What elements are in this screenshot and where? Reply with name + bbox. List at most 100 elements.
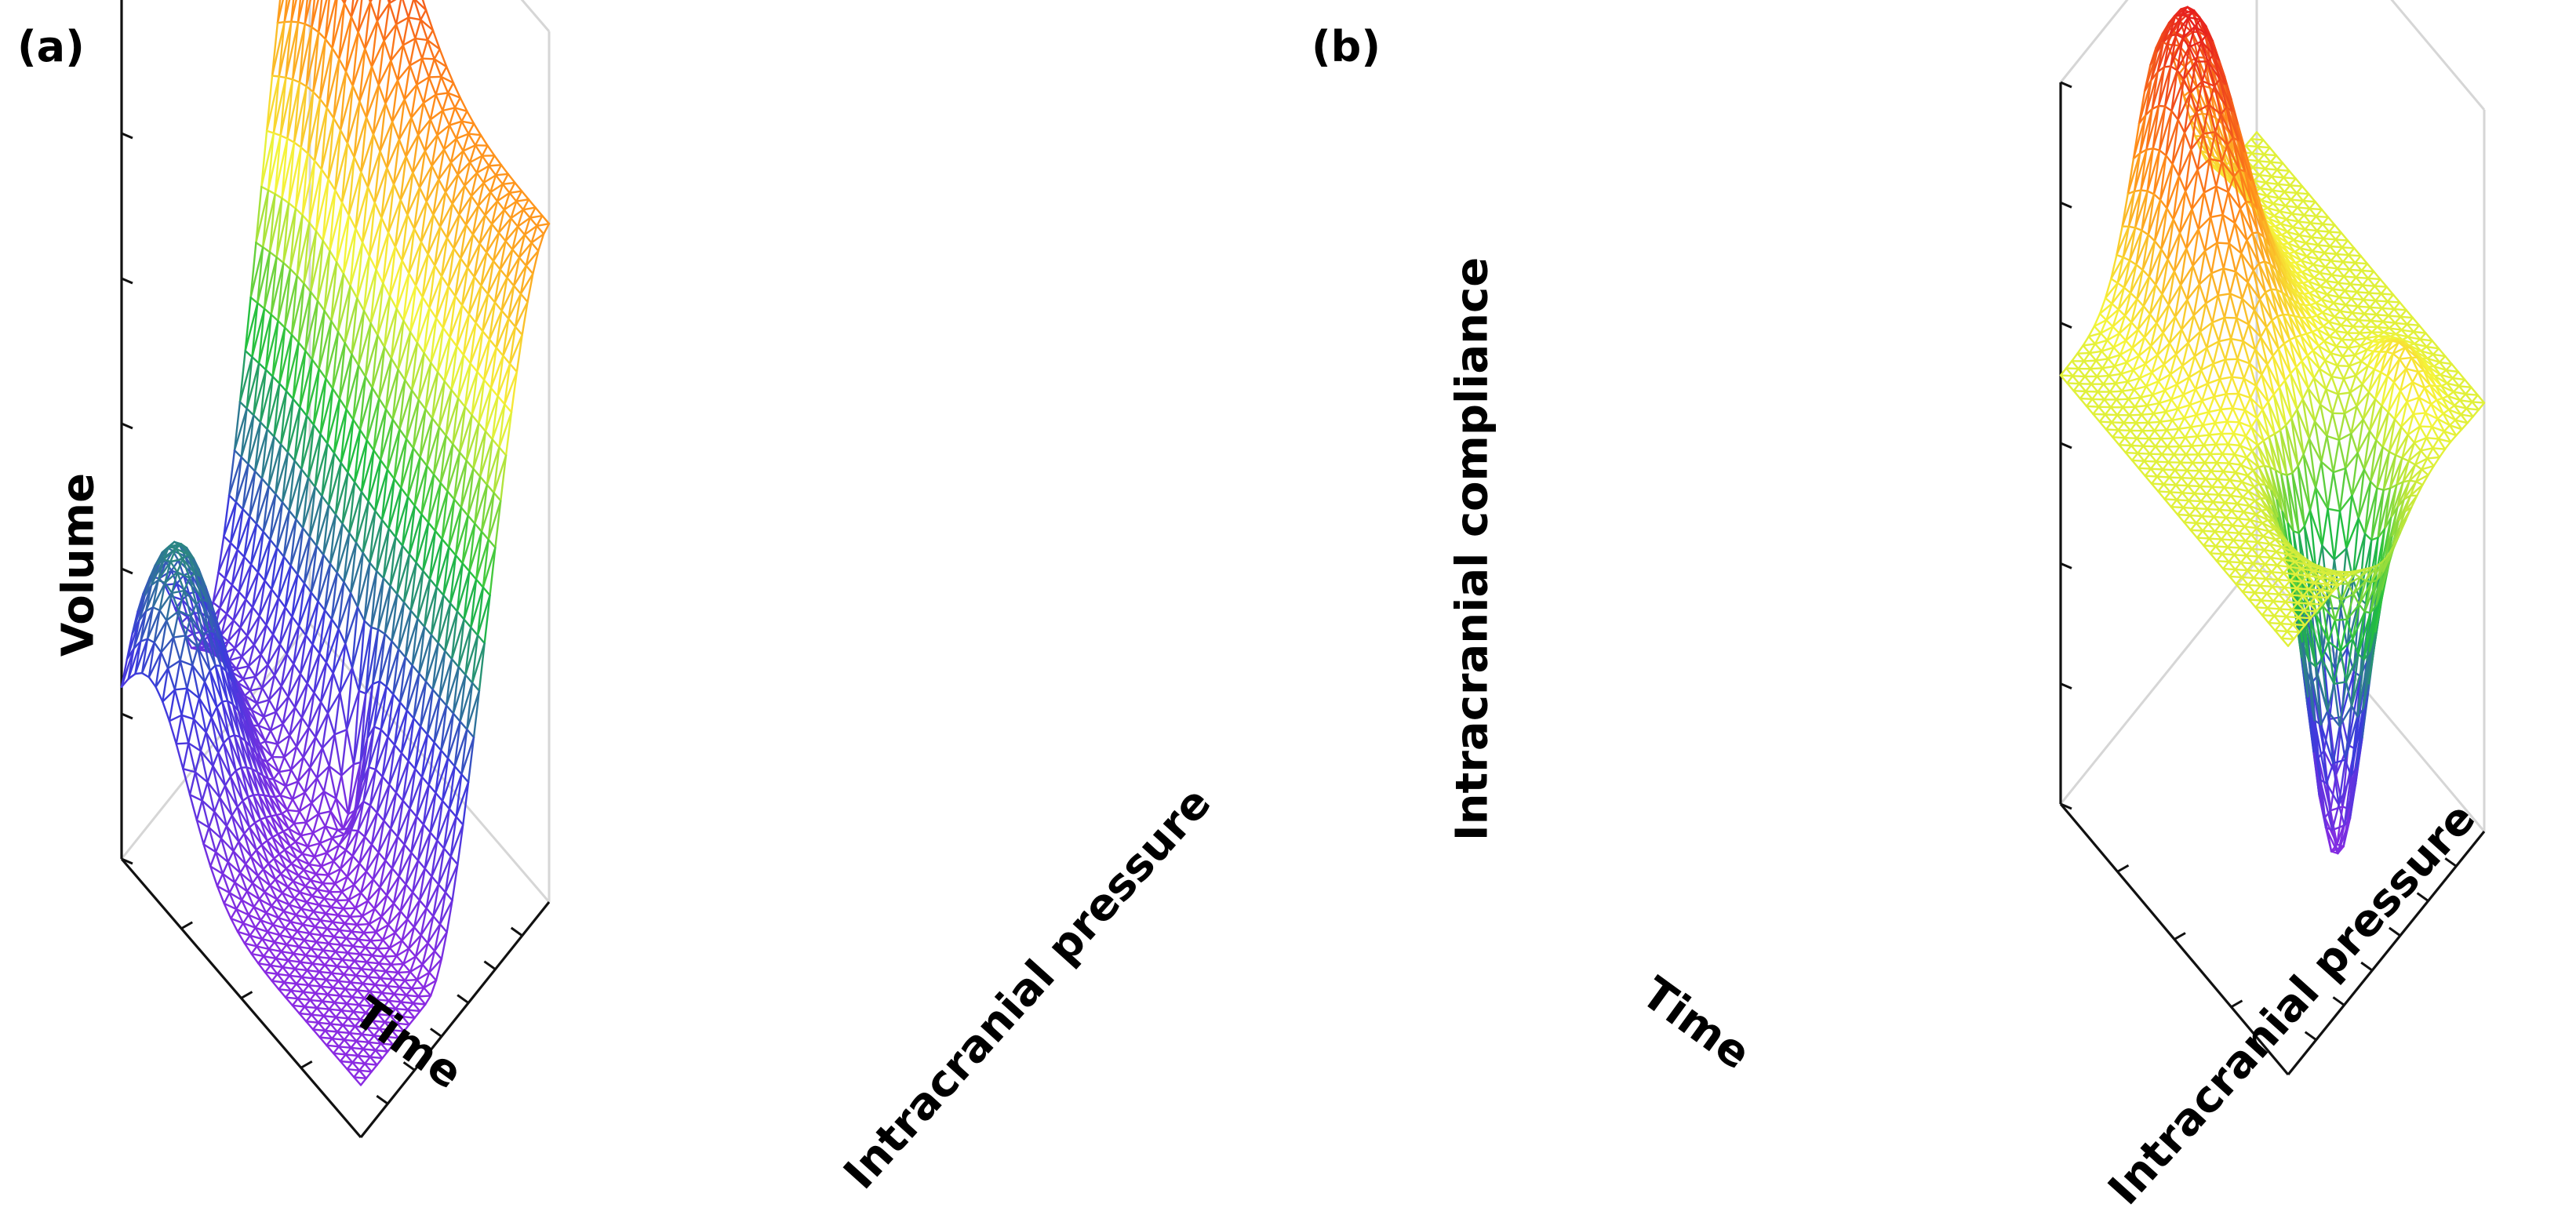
surface-mesh-segment bbox=[260, 422, 267, 429]
surface-mesh-segment bbox=[354, 1077, 366, 1079]
surface-mesh-segment bbox=[332, 838, 339, 846]
surface-mesh-segment bbox=[414, 229, 421, 242]
surface-mesh-segment bbox=[417, 59, 422, 85]
surface-mesh-segment bbox=[403, 321, 410, 332]
surface-mesh-segment bbox=[493, 261, 500, 270]
surface-mesh-segment bbox=[318, 301, 325, 311]
surface-mesh-segment bbox=[355, 482, 362, 492]
surface-mesh-segment bbox=[450, 603, 457, 611]
surface-mesh-segment bbox=[288, 453, 295, 461]
surface-mesh-segment bbox=[344, 900, 349, 908]
surface-mesh-segment bbox=[2291, 193, 2297, 199]
surface-mesh-segment bbox=[477, 372, 484, 380]
surface-mesh-segment bbox=[294, 143, 301, 147]
surface-mesh-segment bbox=[328, 713, 335, 734]
surface-mesh-segment bbox=[363, 802, 370, 806]
surface-mesh-segment bbox=[364, 924, 369, 933]
x-tick bbox=[242, 992, 253, 999]
surface-mesh-segment bbox=[447, 491, 454, 499]
surface-mesh-segment bbox=[224, 537, 231, 543]
surface-mesh-segment bbox=[361, 172, 368, 187]
surface-mesh-segment bbox=[387, 896, 394, 904]
surface-mesh-segment bbox=[313, 645, 320, 653]
surface-mesh-segment bbox=[511, 218, 518, 227]
surface-mesh-segment bbox=[279, 384, 286, 391]
surface-mesh-segment bbox=[292, 931, 297, 938]
surface-mesh-segment bbox=[346, 1054, 358, 1056]
surface-mesh-segment bbox=[315, 737, 322, 748]
surface-mesh-segment bbox=[342, 892, 349, 900]
surface-mesh-segment bbox=[285, 846, 290, 850]
surface-mesh-segment bbox=[225, 579, 232, 585]
surface-mesh-segment bbox=[2375, 294, 2381, 301]
surface-mesh-segment bbox=[336, 1010, 341, 1017]
surface-mesh-segment bbox=[341, 729, 347, 776]
surface-mesh-segment bbox=[442, 539, 449, 547]
surface-mesh-segment bbox=[299, 940, 304, 948]
surface-mesh-segment bbox=[394, 904, 401, 911]
surface-mesh-segment bbox=[437, 587, 444, 595]
surface-mesh-segment bbox=[488, 294, 495, 303]
surface-mesh-segment bbox=[311, 592, 318, 601]
surface-mesh-segment bbox=[271, 315, 278, 321]
surface-mesh-segment bbox=[413, 893, 420, 900]
surface-mesh-segment bbox=[339, 1046, 351, 1048]
surface-mesh-segment bbox=[402, 0, 409, 17]
surface-mesh-segment bbox=[161, 653, 168, 668]
surface-mesh-segment bbox=[2316, 216, 2328, 217]
surface-mesh-segment bbox=[281, 136, 288, 139]
surface-mesh-segment bbox=[321, 434, 328, 443]
surface-mesh-segment bbox=[406, 657, 413, 665]
surface-mesh-segment bbox=[455, 766, 462, 774]
surface-mesh-segment bbox=[419, 400, 426, 409]
surface-mesh-segment bbox=[2312, 245, 2318, 251]
surface-mesh-segment bbox=[264, 309, 271, 315]
surface-mesh-segment bbox=[357, 924, 369, 925]
surface-mesh-segment bbox=[2407, 318, 2413, 324]
surface-mesh-segment bbox=[403, 45, 410, 66]
surface-mesh-segment bbox=[253, 876, 258, 883]
surface-mesh-segment bbox=[327, 443, 334, 453]
surface-mesh-segment bbox=[330, 959, 343, 960]
surface-mesh-segment bbox=[468, 124, 474, 134]
surface-mesh-segment bbox=[512, 249, 519, 257]
surface-mesh-segment bbox=[326, 811, 331, 826]
surface-mesh-segment bbox=[2100, 314, 2106, 320]
surface-mesh-segment bbox=[442, 801, 449, 809]
surface-mesh-segment bbox=[317, 546, 324, 555]
surface-mesh-segment bbox=[2338, 262, 2343, 269]
surface-mesh-segment bbox=[324, 892, 329, 898]
surface-mesh-segment bbox=[2311, 216, 2316, 224]
surface-mesh-segment bbox=[2340, 305, 2345, 311]
surface-mesh-segment bbox=[415, 20, 420, 38]
surface-mesh-segment bbox=[372, 955, 384, 957]
surface-mesh-segment bbox=[333, 388, 340, 398]
surface-mesh-segment bbox=[306, 1015, 311, 1022]
surface-mesh-segment bbox=[417, 343, 424, 353]
surface-mesh-segment bbox=[270, 252, 277, 257]
surface-mesh-segment bbox=[2381, 287, 2387, 294]
surface-mesh-segment bbox=[496, 174, 508, 176]
surface-mesh-segment bbox=[2370, 300, 2375, 307]
surface-mesh-segment bbox=[2341, 319, 2346, 326]
surface-mesh-segment bbox=[355, 955, 360, 962]
surface-mesh-segment bbox=[2159, 106, 2165, 107]
surface-mesh-segment bbox=[2363, 278, 2368, 286]
surface-mesh-segment bbox=[392, 122, 399, 140]
surface-mesh-segment bbox=[422, 777, 429, 785]
surface-mesh-segment bbox=[271, 589, 278, 598]
surface-mesh-segment bbox=[2381, 294, 2393, 295]
surface-mesh-segment bbox=[300, 886, 305, 893]
surface-mesh-segment bbox=[2112, 304, 2118, 309]
surface-mesh-segment bbox=[239, 592, 246, 600]
surface-mesh-segment bbox=[464, 620, 471, 628]
surface-mesh-segment bbox=[347, 409, 354, 420]
surface-mesh-segment bbox=[418, 860, 425, 868]
surface-mesh-segment bbox=[385, 104, 392, 122]
surface-mesh-segment bbox=[2259, 169, 2265, 175]
box-edge bbox=[2061, 561, 2257, 804]
surface-mesh-segment bbox=[2291, 200, 2303, 202]
surface-mesh-segment bbox=[2342, 247, 2354, 248]
surface-mesh-segment bbox=[304, 992, 316, 994]
surface-mesh-segment bbox=[407, 215, 414, 229]
